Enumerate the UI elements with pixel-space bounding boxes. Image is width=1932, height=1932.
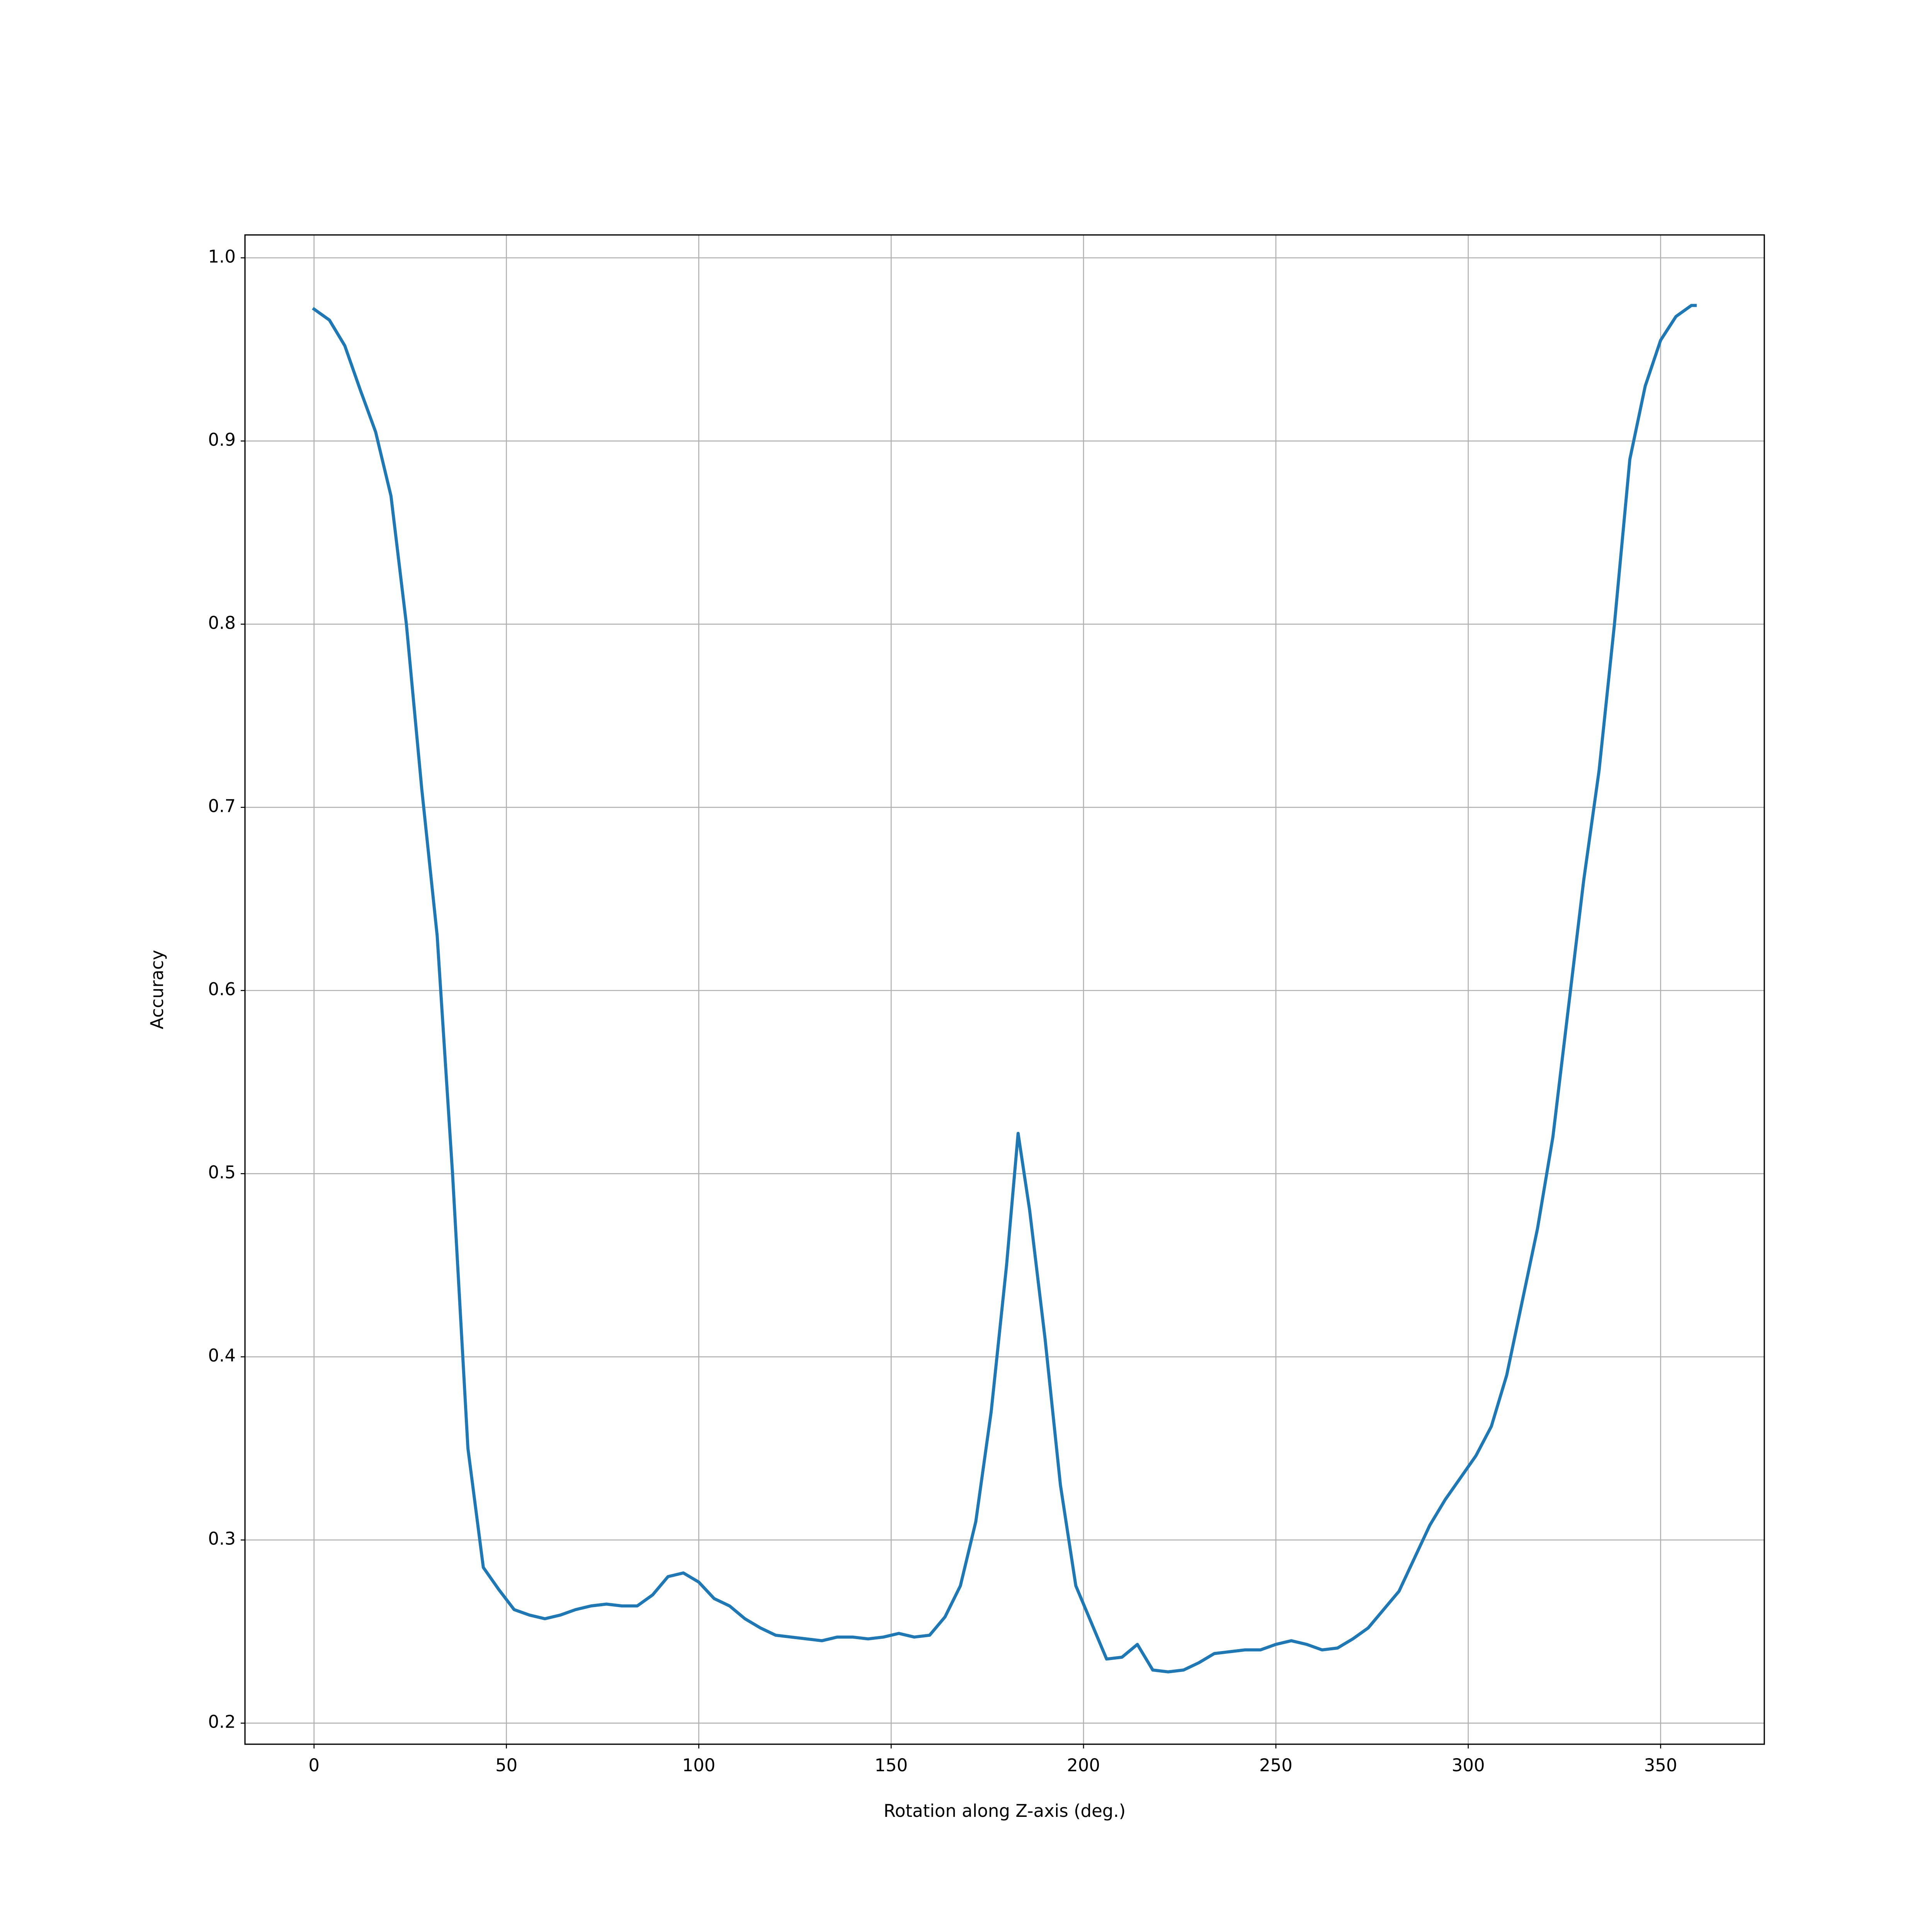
y-tick-label: 0.2 [208,1711,236,1732]
y-tick-label: 0.4 [208,1345,236,1366]
x-tick-label: 0 [308,1755,320,1776]
y-tick-label: 0.8 [208,612,236,633]
x-axis-label: Rotation along Z-axis (deg.) [884,1801,1126,1821]
y-tick-label: 0.9 [208,429,236,450]
y-tick-label: 0.7 [208,796,236,816]
x-tick-label: 100 [682,1755,715,1776]
y-axis-label: Accuracy [147,950,167,1029]
x-tick-label: 50 [495,1755,517,1776]
x-tick-label: 250 [1259,1755,1293,1776]
y-tick-label: 0.6 [208,979,236,999]
x-tick-label: 350 [1644,1755,1677,1776]
y-tick-label: 0.3 [208,1528,236,1549]
y-tick-label: 1.0 [208,246,236,267]
plot-frame [244,234,1765,1745]
y-tick-label: 0.5 [208,1162,236,1182]
data-line [312,304,1697,1673]
x-tick-label: 300 [1452,1755,1485,1776]
x-tick-label: 150 [874,1755,908,1776]
x-tick-label: 200 [1067,1755,1100,1776]
